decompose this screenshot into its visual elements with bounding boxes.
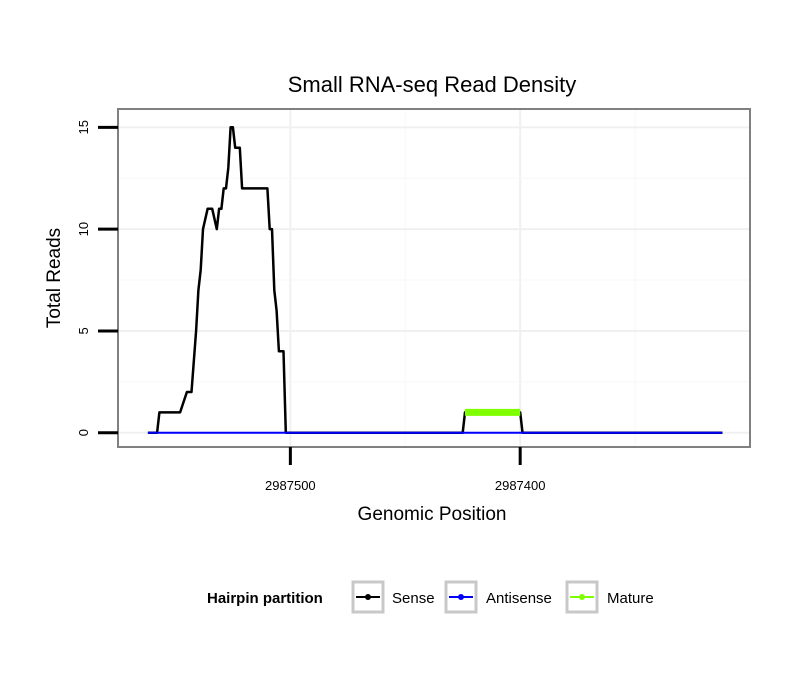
legend-label-antisense: Antisense	[486, 590, 552, 607]
plot-background	[118, 109, 750, 447]
chart-title: Small RNA-seq Read Density	[288, 72, 577, 97]
legend-point-mature	[579, 594, 585, 600]
series-layer	[147, 126, 723, 434]
legend-point-antisense	[458, 594, 464, 600]
y-tick-label: 5	[76, 327, 91, 334]
legend-item-mature: Mature	[565, 580, 654, 614]
legend-title: Hairpin partition	[207, 590, 323, 607]
x-axis-title: Genomic Position	[358, 504, 507, 525]
legend-item-antisense: Antisense	[444, 580, 552, 614]
legend: Hairpin partition Sense Antisense Mature	[207, 580, 654, 614]
y-tick-label: 0	[76, 429, 91, 436]
x-tick-label: 2987500	[265, 478, 316, 493]
y-tick-label: 15	[76, 120, 91, 134]
y-axis: 0 5 10 15	[76, 120, 118, 436]
legend-label-sense: Sense	[392, 590, 435, 607]
plot-panel-border	[117, 108, 751, 448]
legend-label-mature: Mature	[607, 590, 654, 607]
x-axis: 2987500 2987400	[265, 447, 545, 493]
x-tick-label: 2987400	[495, 478, 546, 493]
y-tick-label: 10	[76, 222, 91, 236]
legend-item-sense: Sense	[351, 580, 435, 614]
legend-point-sense	[365, 594, 371, 600]
y-axis-title: Total Reads	[44, 228, 65, 328]
series-line-sense	[147, 126, 723, 434]
